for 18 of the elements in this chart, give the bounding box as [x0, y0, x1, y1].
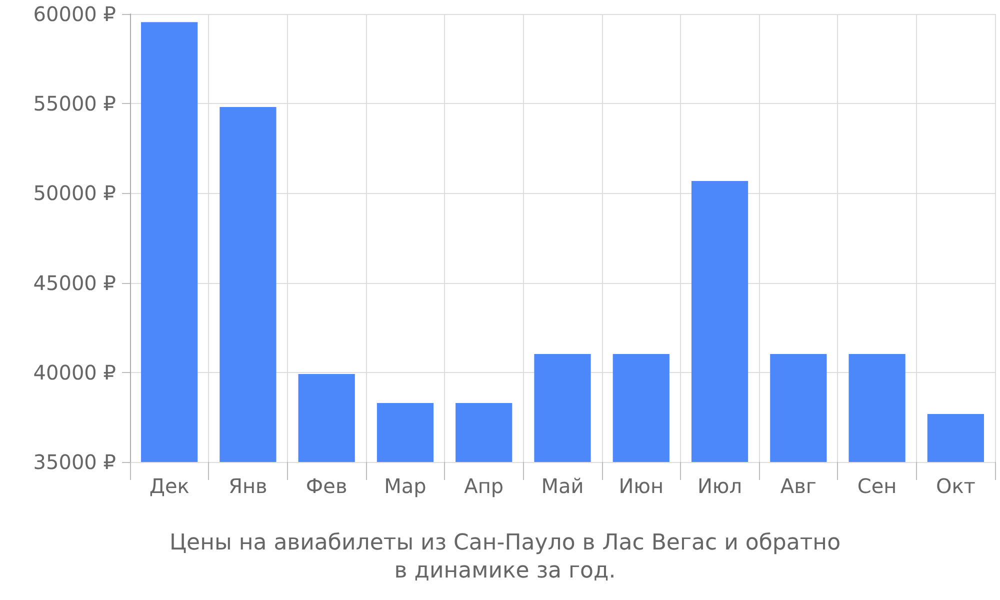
text: Цены на авиабилеты из Сан-Пауло в Лас Вегас и обратно в динамике за год.: [169, 530, 841, 584]
y-tick-label: 45000 ₽: [33, 270, 116, 295]
y-tick-label: 35000 ₽: [33, 450, 116, 474]
y-tick-label: 50000 ₽: [33, 181, 116, 206]
x-tick-label: Окт: [936, 474, 976, 498]
y-tick-label: 60000 ₽: [33, 2, 116, 26]
x-tick-label: Янв: [228, 474, 268, 498]
x-tick-label: Май: [541, 474, 584, 498]
x-tick-label: Фев: [306, 474, 348, 498]
x-tick-label: Мар: [384, 474, 426, 498]
x-tick-label: Сен: [857, 474, 897, 498]
x-tick-label: Апр: [464, 474, 504, 498]
y-tick-label: 55000 ₽: [33, 92, 116, 116]
x-tick-label: Июл: [697, 474, 742, 498]
y-tick-label: 40000 ₽: [33, 360, 116, 384]
x-tick-label: Июн: [618, 474, 664, 498]
x-tick-label: Дек: [149, 474, 190, 498]
x-tick-label: Авг: [780, 474, 816, 498]
